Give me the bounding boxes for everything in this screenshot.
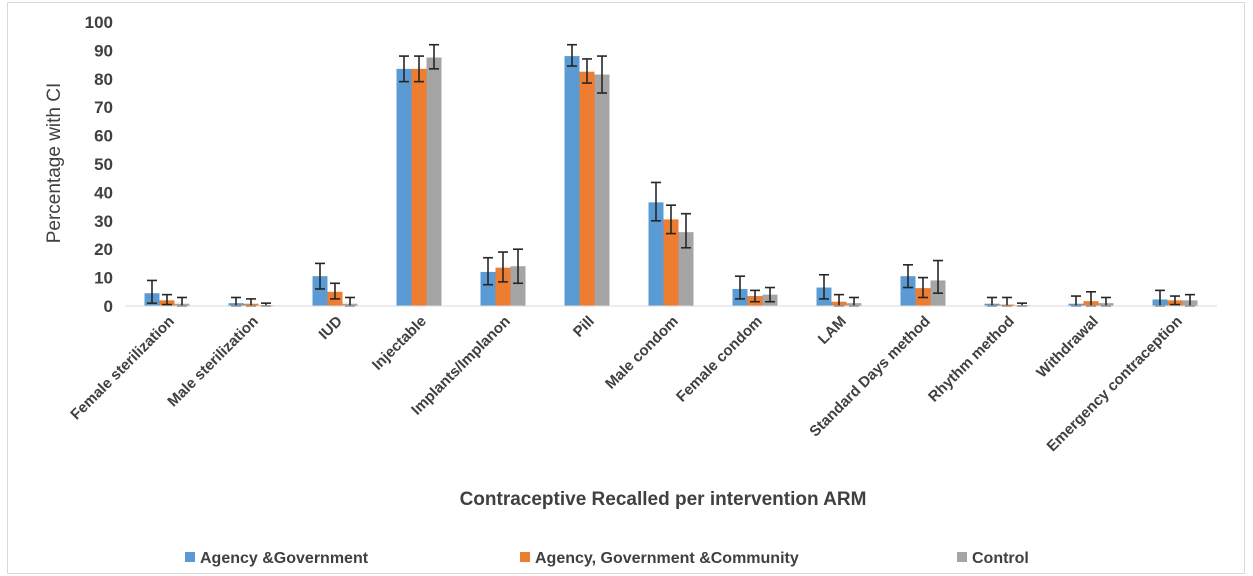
bar <box>900 276 916 306</box>
legend-label: Control <box>972 550 1029 567</box>
error-bar <box>903 264 913 289</box>
error-bar <box>651 181 661 222</box>
legend-item: Agency &Government <box>185 550 369 567</box>
error-bar <box>498 251 508 283</box>
y-tick-label: 30 <box>94 212 113 231</box>
bar <box>495 267 511 306</box>
error-bar <box>666 204 676 235</box>
y-axis: 0 10 20 30 40 50 60 70 80 90 100 <box>85 13 113 316</box>
legend-swatch <box>520 552 530 562</box>
error-bar <box>330 282 340 300</box>
bar <box>426 57 442 306</box>
x-tick-label: Withdrawal <box>1033 313 1102 382</box>
y-tick-label: 0 <box>104 297 113 316</box>
legend-swatch <box>185 552 195 562</box>
bar <box>510 266 526 306</box>
legend-swatch <box>957 552 967 562</box>
legend-label: Agency, Government &Community <box>535 550 799 567</box>
error-bar <box>582 58 592 84</box>
bar <box>579 71 595 306</box>
error-bar <box>819 273 829 300</box>
error-bar <box>483 256 493 286</box>
bar <box>480 271 496 306</box>
legend-label: Agency &Government <box>200 550 369 567</box>
x-tick-label: Male sterilization <box>164 313 261 410</box>
error-bar <box>429 43 439 70</box>
x-tick-label: Female condom <box>673 313 766 406</box>
bar <box>648 202 664 306</box>
error-bar <box>162 293 172 306</box>
legend-item: Control <box>957 550 1029 567</box>
x-tick-label: Rhythm method <box>925 313 1018 406</box>
y-tick-label: 10 <box>94 269 113 288</box>
error-bar <box>933 259 943 295</box>
legend-item: Agency, Government &Community <box>520 550 799 567</box>
x-tick-label: Male condom <box>602 313 682 393</box>
error-bar <box>1170 295 1180 306</box>
x-tick-label: Pill <box>570 313 598 341</box>
error-bar <box>765 286 775 303</box>
x-axis-label: Contraceptive Recalled per intervention … <box>460 489 867 510</box>
error-bar <box>567 43 577 67</box>
x-tick-label: Female sterilization <box>67 313 177 423</box>
y-tick-label: 50 <box>94 155 113 174</box>
y-tick-label: 20 <box>94 240 113 259</box>
bar <box>663 219 679 306</box>
error-bar <box>918 276 928 299</box>
y-tick-label: 80 <box>94 70 113 89</box>
error-bar <box>750 289 760 303</box>
legend: Agency &Government Agency, Government &Co… <box>185 550 1029 567</box>
bars <box>144 56 1198 306</box>
bar <box>594 74 610 306</box>
y-tick-label: 70 <box>94 98 113 117</box>
error-bar <box>513 248 523 285</box>
error-bar <box>681 212 691 249</box>
error-bar <box>399 55 409 83</box>
error-bar <box>735 275 745 300</box>
bar <box>396 68 412 306</box>
chart-frame <box>7 2 1245 574</box>
error-bars <box>147 43 1195 307</box>
error-bar <box>315 262 325 290</box>
error-bar <box>147 279 157 304</box>
x-tick-label: LAM <box>815 313 850 348</box>
bar <box>564 56 580 306</box>
y-tick-label: 40 <box>94 183 113 202</box>
y-axis-label: Percentage with CI <box>44 83 65 244</box>
bar <box>411 68 427 306</box>
y-tick-label: 90 <box>94 41 113 60</box>
bar <box>312 276 328 306</box>
y-tick-label: 60 <box>94 127 113 146</box>
y-tick-label: 100 <box>85 13 113 32</box>
x-tick-label: Injectable <box>369 313 430 374</box>
error-bar <box>414 55 424 83</box>
x-tick-label: IUD <box>316 313 346 343</box>
error-bar <box>597 55 607 94</box>
x-tick-label: Emergency contraception <box>1044 313 1186 455</box>
bar <box>678 232 694 306</box>
